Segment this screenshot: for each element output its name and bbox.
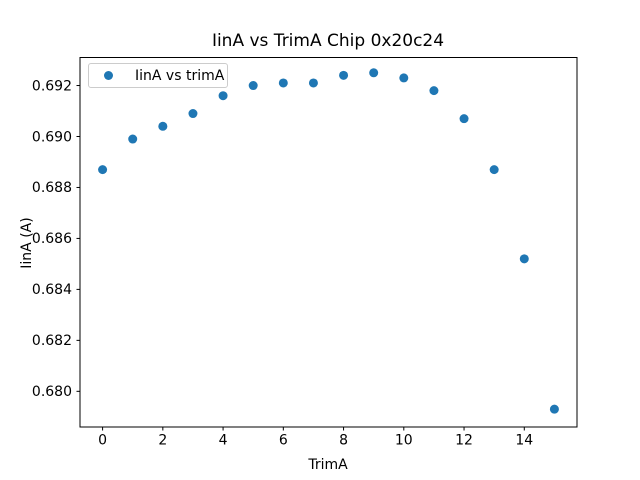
- legend: IinA vs trimA: [88, 63, 228, 88]
- x-tick-label: 2: [158, 433, 167, 449]
- y-tick-label: 0.686: [32, 231, 72, 247]
- data-point: [429, 86, 439, 96]
- x-tick-label: 12: [455, 433, 473, 449]
- legend-marker-icon: [104, 71, 113, 80]
- data-point: [158, 121, 168, 131]
- y-tick-label: 0.688: [32, 180, 72, 196]
- data-point: [128, 134, 138, 144]
- x-tick-label: 6: [279, 433, 288, 449]
- data-point: [459, 114, 469, 124]
- chart-title: IinA vs TrimA Chip 0x20c24: [211, 31, 445, 51]
- data-point: [188, 109, 198, 119]
- x-tick-label: 4: [219, 433, 228, 449]
- x-tick-label: 14: [515, 433, 533, 449]
- data-point: [549, 404, 559, 414]
- x-tick-label: 0: [98, 433, 107, 449]
- data-point: [369, 68, 379, 78]
- data-point: [278, 78, 288, 88]
- y-axis-label: IinA (A): [19, 217, 35, 269]
- data-point: [489, 165, 499, 175]
- legend-label: IinA vs trimA: [135, 67, 225, 84]
- data-point: [399, 73, 409, 83]
- data-point: [218, 91, 228, 101]
- plot-border: [79, 57, 578, 428]
- data-point: [519, 254, 529, 264]
- y-tick-label: 0.690: [32, 129, 72, 145]
- y-tick-label: 0.684: [32, 282, 72, 298]
- x-tick-label: 8: [339, 433, 348, 449]
- x-axis-label: TrimA: [308, 457, 348, 473]
- y-tick-label: 0.680: [32, 384, 72, 400]
- y-tick-label: 0.692: [32, 78, 72, 94]
- y-tick-label: 0.682: [32, 333, 72, 349]
- data-point: [339, 70, 349, 80]
- data-point: [248, 81, 258, 91]
- data-point: [98, 165, 108, 175]
- data-point: [308, 78, 318, 88]
- x-tick-label: 10: [395, 433, 413, 449]
